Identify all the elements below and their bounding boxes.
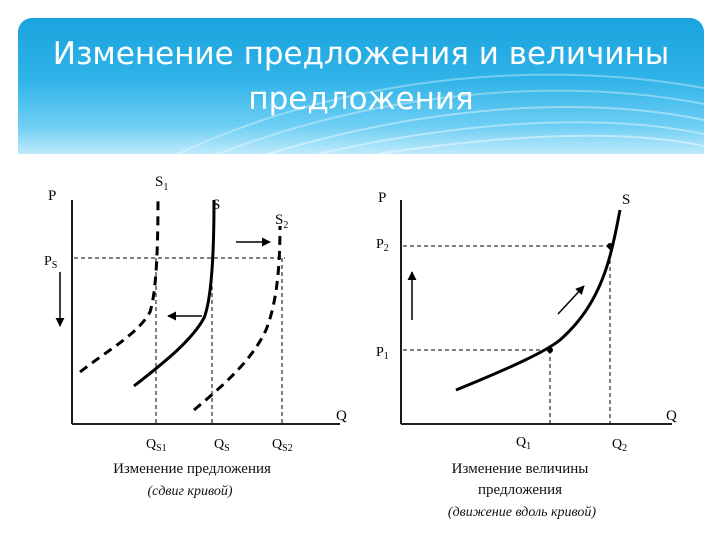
- s-curve: [133, 199, 216, 388]
- title-line-1: Изменение предложения и величины: [52, 36, 670, 72]
- s2-curve: [193, 225, 282, 412]
- s1-curve: [79, 195, 160, 374]
- left-axis-x-label: Q: [336, 408, 347, 424]
- qs1-tick-label: QS1: [146, 437, 167, 454]
- s-label: S: [212, 197, 220, 213]
- q1-tick-label: Q1: [516, 435, 531, 452]
- q2-tick-label: Q2: [612, 437, 627, 454]
- right-axis-x-label: Q: [666, 408, 677, 424]
- right-caption-subtitle: (движение вдоль кривой): [448, 505, 596, 520]
- along-curve-arrow: [557, 285, 585, 315]
- right-axis-y-label: P: [378, 190, 386, 206]
- wave-decoration: [177, 73, 704, 154]
- left-axis-y-label: P: [48, 188, 56, 204]
- right-graph: P Q P2 P1 S Q1 Q2 Изменение величины пре: [376, 190, 677, 520]
- left-caption-title: Изменение предложения: [113, 461, 271, 477]
- right-caption-title-2: предложения: [478, 482, 562, 498]
- point-q2-p2: [607, 243, 613, 249]
- title-banner: Изменение предложения и величины предлож…: [18, 18, 704, 154]
- point-q1-p1: [547, 347, 553, 353]
- slide-title: Изменение предложения и величины предлож…: [18, 32, 704, 122]
- left-graph: P Q PS S1 S S2 QS1 QS: [44, 174, 347, 499]
- title-line-2: предложения: [248, 81, 474, 117]
- qs-tick-label: QS: [214, 437, 230, 454]
- supply-curve: [455, 209, 622, 392]
- supply-curve-label: S: [622, 192, 630, 208]
- left-caption-subtitle: (сдвиг кривой): [147, 484, 232, 499]
- s1-label: S1: [155, 174, 168, 193]
- p1-label: P1: [376, 345, 389, 362]
- qs2-tick-label: QS2: [272, 437, 293, 454]
- p2-label: P2: [376, 237, 389, 254]
- right-caption-title: Изменение величины: [452, 461, 589, 477]
- s2-label: S2: [275, 212, 288, 231]
- ps-label: PS: [44, 254, 57, 271]
